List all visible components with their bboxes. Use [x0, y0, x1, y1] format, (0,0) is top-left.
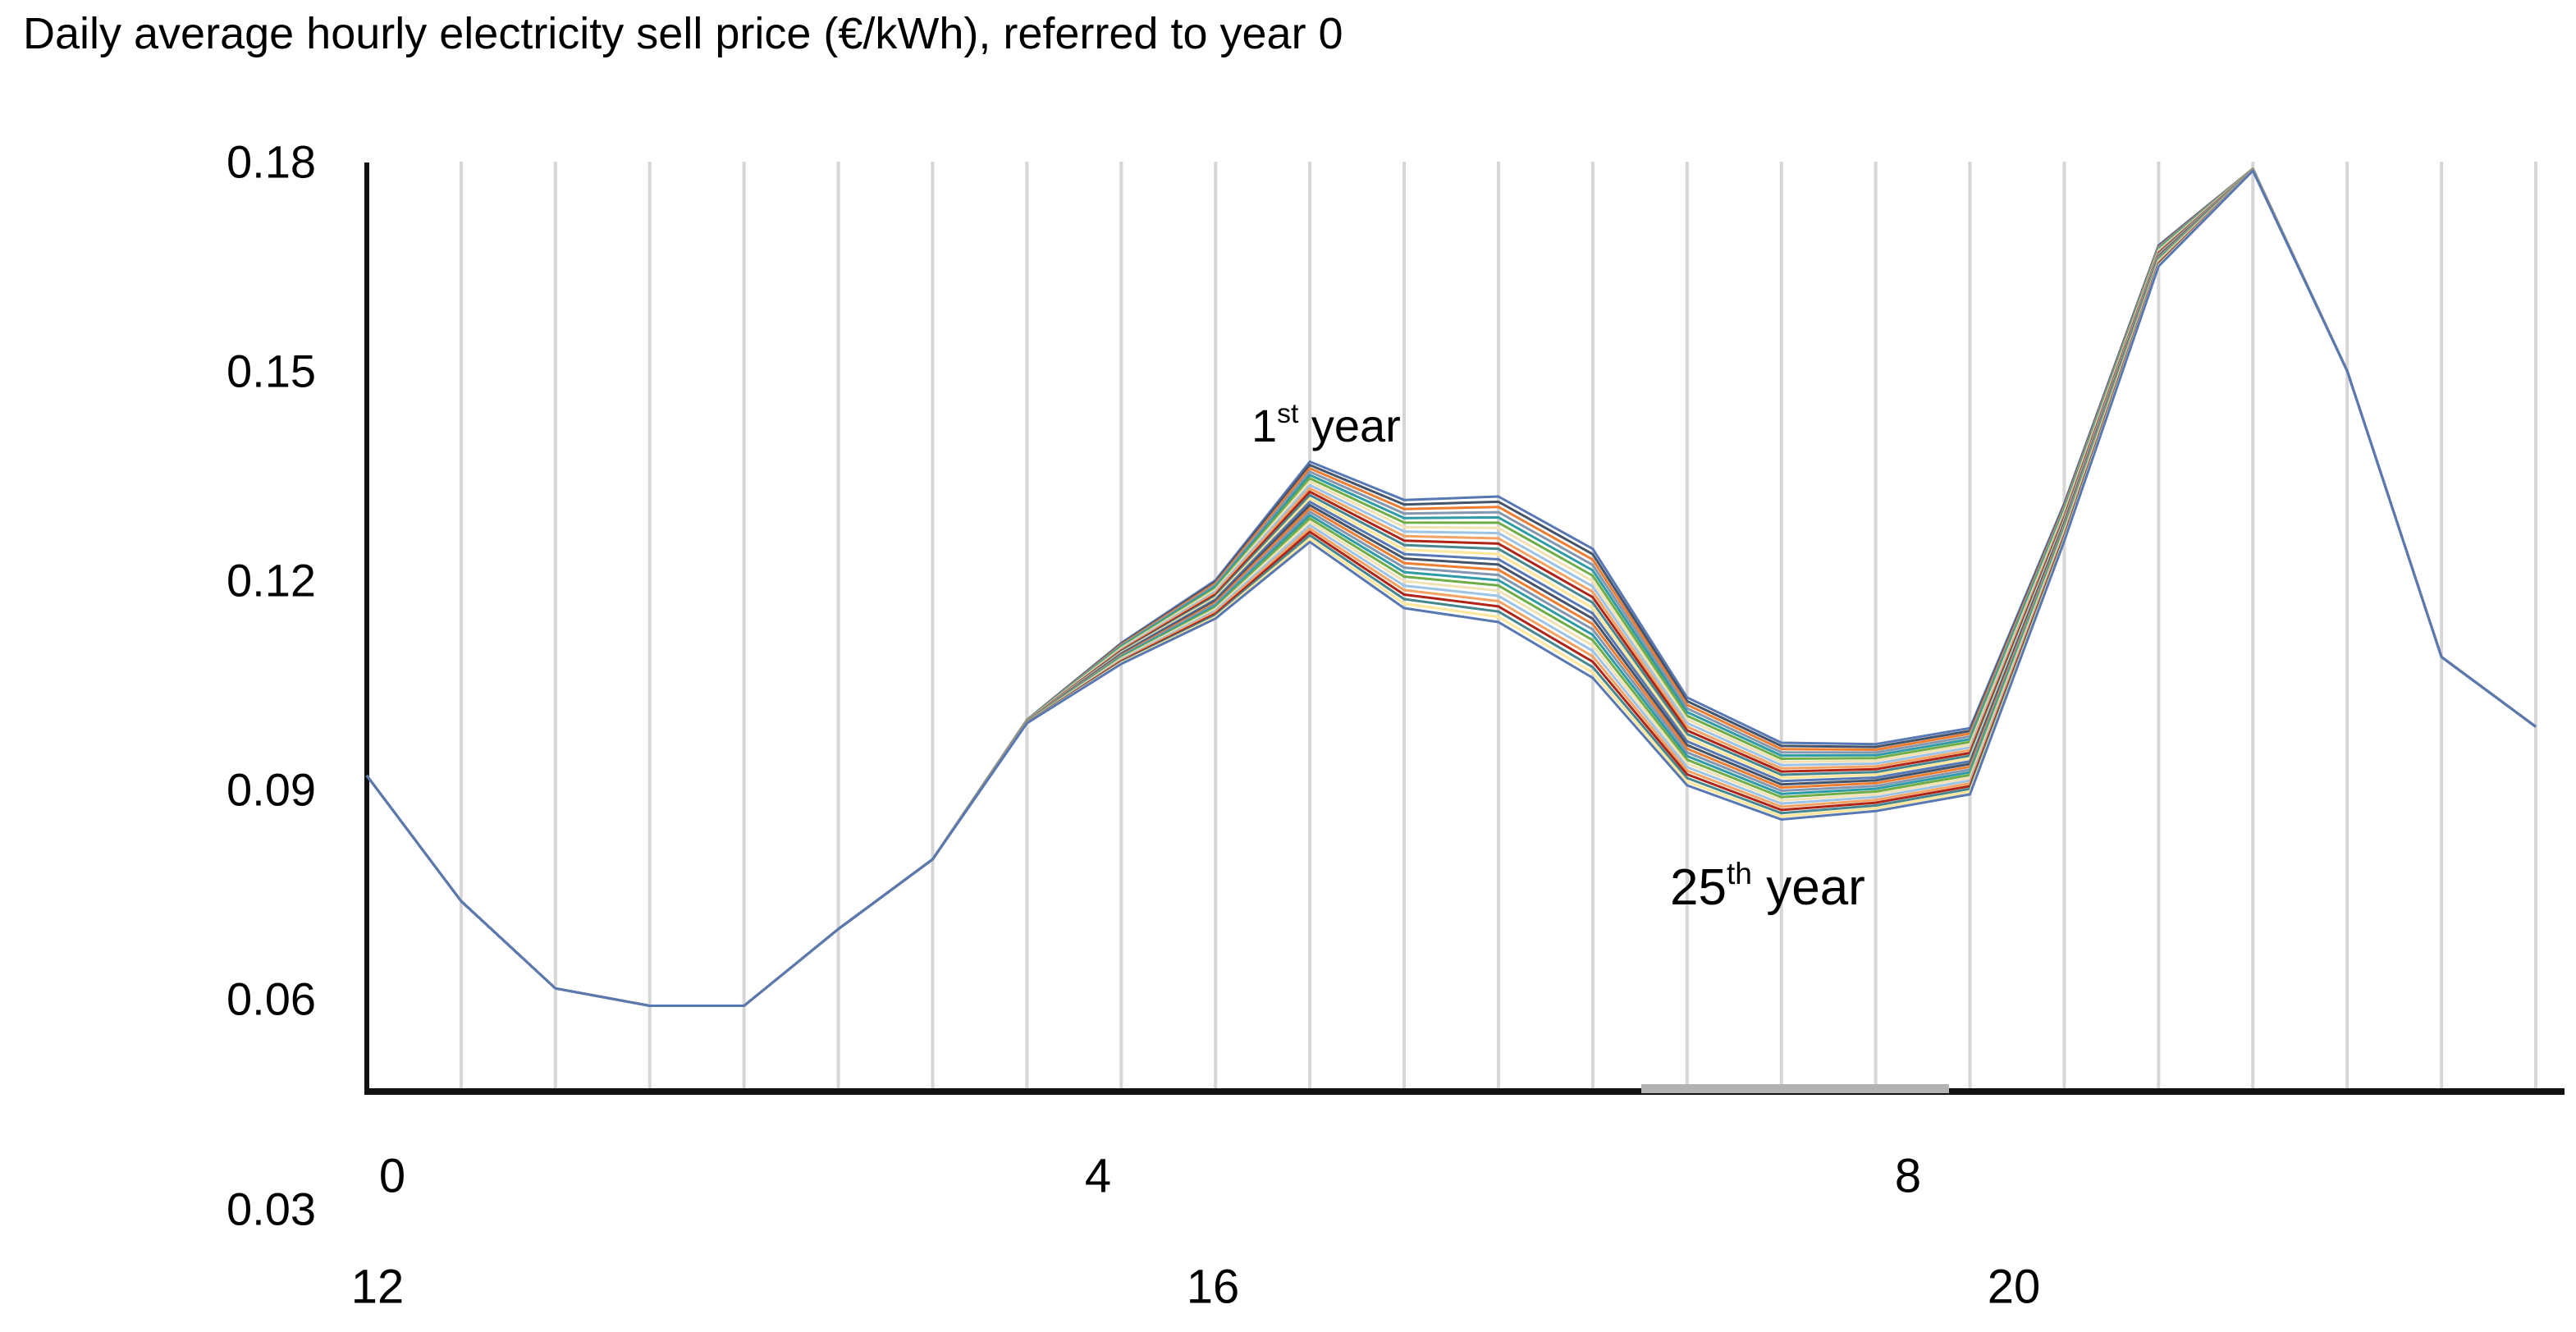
year-series-line [365, 167, 2537, 1007]
y-tick-015: 0.15 [226, 345, 316, 397]
year-series-line [365, 168, 2537, 1007]
year-series-line [365, 169, 2537, 1007]
annotation-last-year-base: 25 [1670, 859, 1727, 916]
chart-title: Daily average hourly electricity sell pr… [23, 9, 1343, 58]
year-series-line [365, 168, 2537, 1007]
year-series-line [365, 167, 2537, 1007]
year-series-line [365, 168, 2537, 1007]
year-series-line [365, 167, 2537, 1007]
y-tick-003: 0.03 [226, 1183, 316, 1235]
year-series-line [365, 167, 2537, 1007]
year-series-line [365, 167, 2537, 1007]
year-series-line [365, 167, 2537, 1007]
x-tick-20: 20 [1987, 1260, 2041, 1314]
year-series-line [365, 168, 2537, 1007]
year-series-line [365, 169, 2537, 1007]
annotation-last-year-sup: th [1726, 855, 1752, 890]
y-tick-018: 0.18 [226, 135, 316, 188]
x-tick-0: 0 [378, 1149, 406, 1203]
x-tick-12: 12 [350, 1260, 405, 1314]
x-tick-8: 8 [1894, 1149, 1922, 1203]
year-series-line [365, 168, 2537, 1007]
annotation-first-year-sup: st [1277, 398, 1299, 429]
year-series-line [365, 167, 2537, 1007]
year-series-line [365, 167, 2537, 1007]
x-tick-4: 4 [1084, 1149, 1112, 1203]
year-series-line [365, 169, 2537, 1007]
axis-artifact-segment [1641, 1084, 1949, 1093]
year-series-line [365, 168, 2537, 1007]
year-series-line [365, 168, 2537, 1007]
year-series-line [365, 168, 2537, 1007]
x-tick-16: 16 [1186, 1260, 1240, 1314]
y-tick-012: 0.12 [226, 554, 316, 606]
annotation-last-year-rest: year [1751, 859, 1865, 916]
y-axis-line [364, 162, 369, 1094]
annotation-first-year: 1st year [1251, 399, 1401, 452]
y-tick-009: 0.09 [226, 763, 316, 816]
year-series-line [365, 169, 2537, 1007]
year-series-line [365, 169, 2537, 1007]
year-series-line [365, 167, 2537, 1007]
annotation-last-year: 25th year [1670, 855, 1865, 917]
year-series-line [365, 168, 2537, 1007]
y-tick-006: 0.06 [226, 973, 316, 1025]
year-series-line [365, 168, 2537, 1007]
annotation-first-year-rest: year [1298, 400, 1401, 451]
annotation-first-year-base: 1 [1251, 400, 1278, 451]
x-axis-line [364, 1088, 2565, 1095]
year-series-line [365, 169, 2537, 1007]
